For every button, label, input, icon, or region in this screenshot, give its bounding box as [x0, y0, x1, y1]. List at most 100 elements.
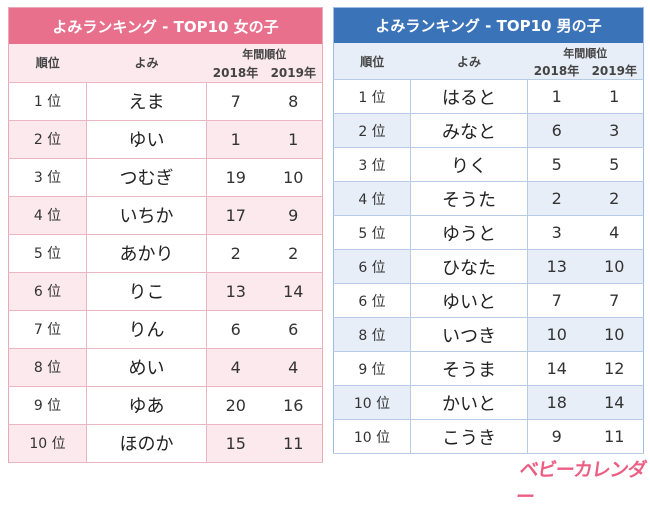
rank-2019-cell: 2 — [585, 181, 644, 216]
yomi-cell: ひなた — [410, 249, 528, 284]
rank-2018-cell: 7 — [206, 81, 265, 121]
girls-2019-header: 2019年 — [264, 64, 323, 82]
yomi-cell: みなと — [410, 113, 528, 148]
rank-cell: 10 位 — [8, 423, 87, 463]
rank-cell: 4 位 — [8, 195, 87, 235]
yomi-cell: ほのか — [86, 423, 207, 463]
table-row: 10 位かいと 18 14 — [333, 385, 644, 420]
yomi-cell: ゆい — [86, 119, 207, 159]
yomi-cell: はると — [410, 79, 528, 114]
rank-2019-cell: 5 — [585, 147, 644, 182]
table-row: 8 位めい 4 4 — [8, 347, 323, 387]
rank-cell: 8 位 — [333, 317, 411, 352]
rank-2019-cell: 1 — [264, 119, 323, 159]
rank-2019-cell: 11 — [264, 423, 323, 463]
rank-2018-cell: 2 — [527, 181, 586, 216]
yomi-cell: こうき — [410, 419, 528, 454]
rank-cell: 1 位 — [8, 81, 87, 121]
rank-2018-cell: 1 — [206, 119, 265, 159]
yomi-cell: りこ — [86, 271, 207, 311]
rank-2019-cell: 14 — [264, 271, 323, 311]
rank-cell: 1 位 — [333, 79, 411, 114]
rank-2019-cell: 12 — [585, 351, 644, 386]
table-row: 9 位ゆあ 20 16 — [8, 385, 323, 425]
rank-2019-cell: 2 — [264, 233, 323, 273]
girls-rank-header: 順位 — [8, 44, 87, 82]
rank-cell: 9 位 — [8, 385, 87, 425]
rank-2019-cell: 11 — [585, 419, 644, 454]
rank-2018-cell: 13 — [206, 271, 265, 311]
table-row: 1 位えま 7 8 — [8, 81, 323, 121]
rank-2018-cell: 9 — [527, 419, 586, 454]
rank-cell: 6 位 — [333, 283, 411, 318]
rank-cell: 10 位 — [333, 385, 411, 420]
rank-cell: 8 位 — [8, 347, 87, 387]
rank-cell: 6 位 — [8, 271, 87, 311]
boys-rank-header: 順位 — [333, 43, 411, 80]
table-row: 4 位いちか 17 9 — [8, 195, 323, 235]
rank-cell: 10 位 — [333, 419, 411, 454]
yomi-cell: ゆあ — [86, 385, 207, 425]
rank-cell: 4 位 — [333, 181, 411, 216]
boys-yomi-header: よみ — [410, 43, 528, 80]
rank-2018-cell: 1 — [527, 79, 586, 114]
yomi-cell: めい — [86, 347, 207, 387]
rank-cell: 3 位 — [333, 147, 411, 182]
rank-2019-cell: 8 — [264, 81, 323, 121]
yomi-cell: そうた — [410, 181, 528, 216]
yomi-cell: ゆうと — [410, 215, 528, 250]
rank-2019-cell: 16 — [264, 385, 323, 425]
yomi-cell: あかり — [86, 233, 207, 273]
yomi-cell: ゆいと — [410, 283, 528, 318]
girls-table-body: 1 位えま 7 8 2 位ゆい 1 1 3 位つむぎ 19 10 4 位いちか 17 9 5 位あかり 2… — [8, 81, 323, 463]
girls-ranking-table: よみランキング - TOP10 女の子 順位 よみ 年間順位 2018年 201… — [8, 7, 324, 463]
rank-2018-cell: 6 — [527, 113, 586, 148]
girls-2018-header: 2018年 — [206, 64, 265, 82]
rank-2019-cell: 14 — [585, 385, 644, 420]
rank-cell: 5 位 — [333, 215, 411, 250]
rank-2019-cell: 9 — [264, 195, 323, 235]
table-row: 5 位あかり 2 2 — [8, 233, 323, 273]
yomi-cell: かいと — [410, 385, 528, 420]
rank-cell: 7 位 — [8, 309, 87, 349]
girls-annual-rank-header: 年間順位 — [206, 44, 323, 64]
table-row: 8 位いつき 10 10 — [333, 317, 644, 352]
rank-2019-cell: 6 — [264, 309, 323, 349]
yomi-cell: いちか — [86, 195, 207, 235]
rank-2018-cell: 17 — [206, 195, 265, 235]
table-row: 3 位つむぎ 19 10 — [8, 157, 323, 197]
yomi-cell: りく — [410, 147, 528, 182]
boys-table-title: よみランキング - TOP10 男の子 — [333, 7, 644, 43]
rank-2018-cell: 4 — [206, 347, 265, 387]
boys-table-body: 1 位はると 1 1 2 位みなと 6 3 3 位りく 5 5 4 位そうた 2 2 5 位ゆうと 3 4 6… — [333, 79, 644, 454]
yomi-cell: えま — [86, 81, 207, 121]
table-row: 6 位りこ 13 14 — [8, 271, 323, 311]
yomi-cell: つむぎ — [86, 157, 207, 197]
rank-2019-cell: 1 — [585, 79, 644, 114]
table-row: 6 位ゆいと 7 7 — [333, 283, 644, 318]
yomi-cell: りん — [86, 309, 207, 349]
rank-2019-cell: 4 — [585, 215, 644, 250]
rank-2018-cell: 13 — [527, 249, 586, 284]
yomi-cell: いつき — [410, 317, 528, 352]
rank-2019-cell: 4 — [264, 347, 323, 387]
table-row: 10 位ほのか 15 11 — [8, 423, 323, 463]
rank-2019-cell: 3 — [585, 113, 644, 148]
boys-annual-rank-header: 年間順位 — [527, 43, 644, 62]
boys-2018-header: 2018年 — [527, 62, 586, 80]
table-row: 2 位みなと 6 3 — [333, 113, 644, 148]
table-row: 9 位そうま 14 12 — [333, 351, 644, 386]
rank-2018-cell: 19 — [206, 157, 265, 197]
table-row: 4 位そうた 2 2 — [333, 181, 644, 216]
table-row: 10 位こうき 9 11 — [333, 419, 644, 454]
rank-2019-cell: 10 — [264, 157, 323, 197]
rank-2018-cell: 5 — [527, 147, 586, 182]
table-row: 7 位りん 6 6 — [8, 309, 323, 349]
boys-2019-header: 2019年 — [585, 62, 644, 80]
rank-2018-cell: 10 — [527, 317, 586, 352]
rank-cell: 3 位 — [8, 157, 87, 197]
table-row: 1 位はると 1 1 — [333, 79, 644, 114]
boys-ranking-table: よみランキング - TOP10 男の子 順位 よみ 年間順位 2018年 201… — [333, 7, 645, 454]
babycalendar-logo: ベビーカレンダー — [514, 459, 648, 508]
rank-2018-cell: 20 — [206, 385, 265, 425]
